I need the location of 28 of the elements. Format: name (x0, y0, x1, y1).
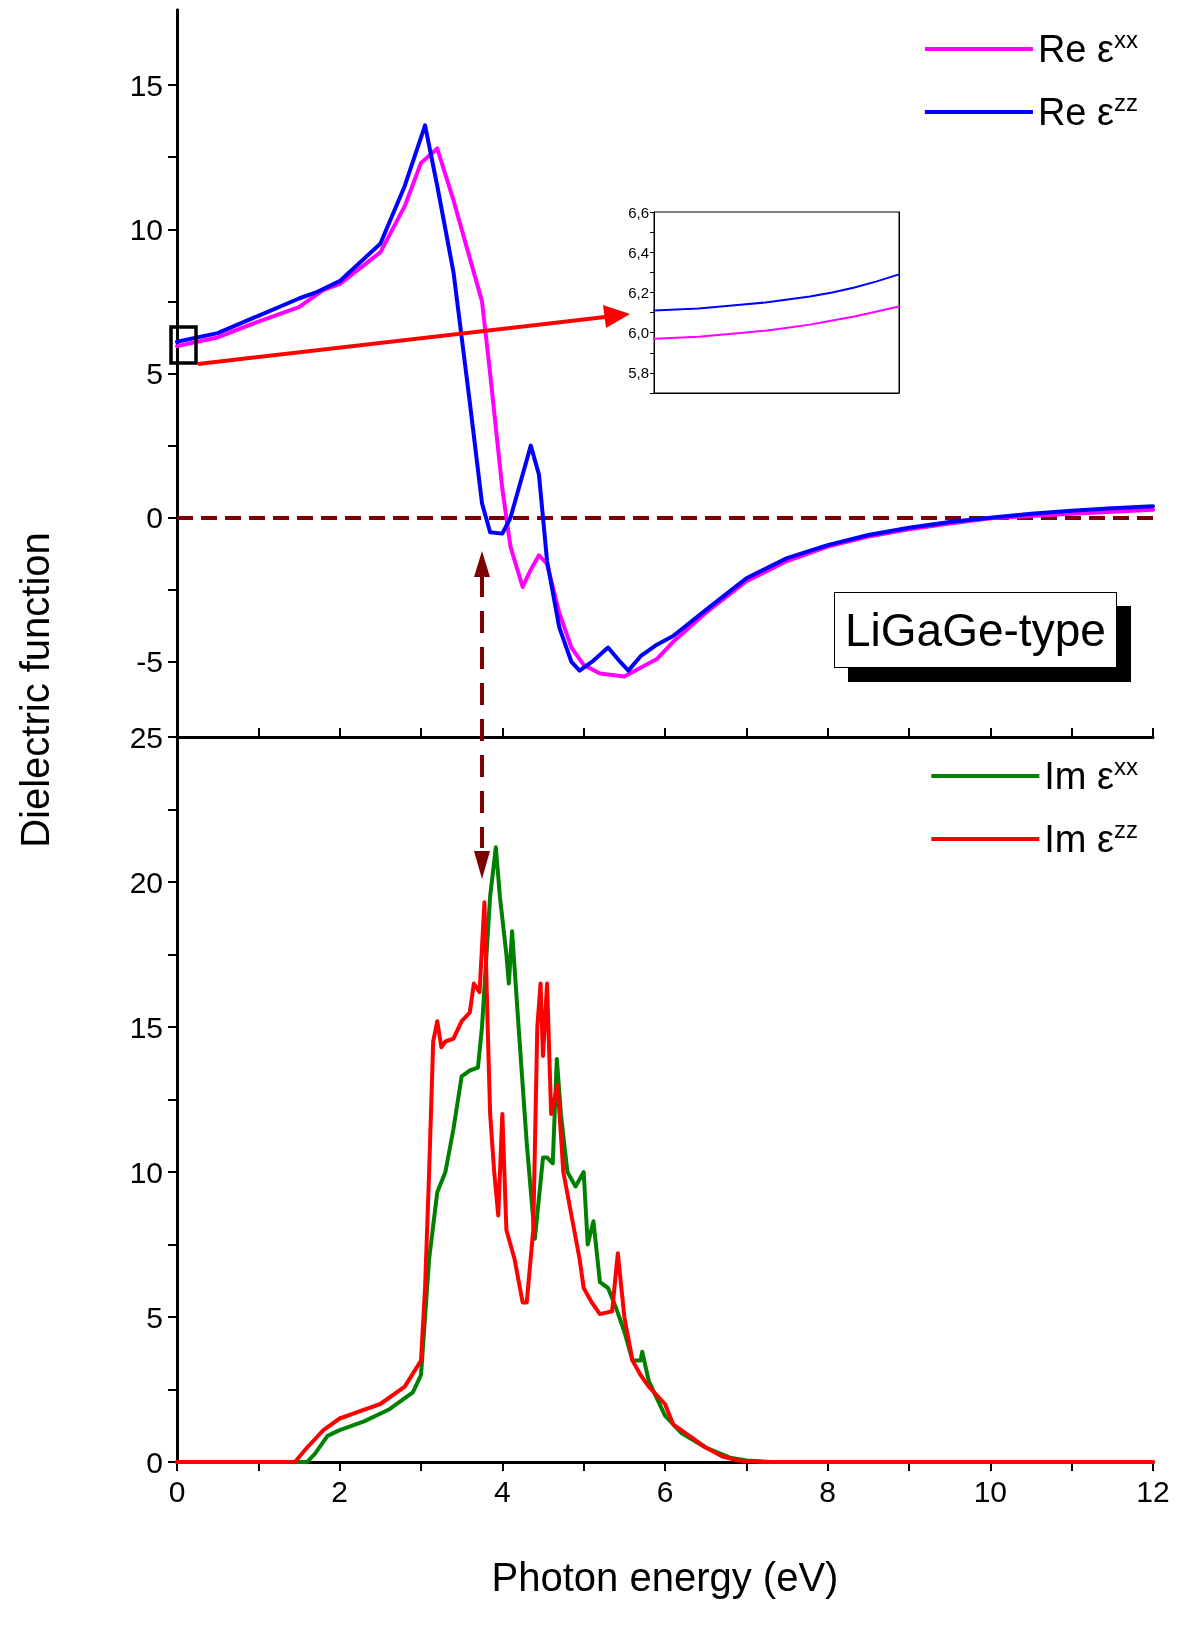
x-tick-label: 4 (493, 1474, 511, 1508)
x-tick-label: 12 (1136, 1474, 1170, 1508)
line-series (653, 273, 900, 312)
y-axis-title: Dielectric function (12, 532, 57, 848)
y-tick-label: 5 (146, 1300, 163, 1334)
y-tick-label: 0 (146, 1445, 163, 1479)
x-tick-label: 0 (168, 1474, 186, 1508)
y-tick-label: 6,0 (628, 324, 649, 342)
y-tick-label: 15 (129, 68, 163, 102)
y-tick-label: 15 (129, 1010, 163, 1044)
y-tick-label: 25 (129, 720, 163, 754)
y-tick-label: 20 (129, 865, 163, 899)
x-axis-title: Photon energy (eV) (491, 1555, 839, 1599)
x-tick-label: 8 (819, 1474, 837, 1508)
x-tick-label: 6 (656, 1474, 674, 1508)
y-tick-label: 5 (146, 357, 163, 390)
y-tick-label: 5,8 (628, 364, 649, 382)
x-tick-label: 2 (331, 1474, 349, 1508)
annotation: LiGaGe-type (845, 604, 1106, 656)
x-tick-label: 10 (973, 1474, 1008, 1508)
line-series (653, 305, 900, 340)
y-tick-label: 10 (129, 212, 163, 246)
y-tick-label: 6,4 (628, 243, 649, 261)
y-tick-label: -5 (136, 645, 163, 679)
y-tick-label: 6,2 (628, 283, 649, 301)
y-tick-label: 0 (146, 501, 163, 535)
y-tick-label: 6,6 (628, 203, 649, 221)
y-tick-label: 10 (129, 1155, 163, 1189)
